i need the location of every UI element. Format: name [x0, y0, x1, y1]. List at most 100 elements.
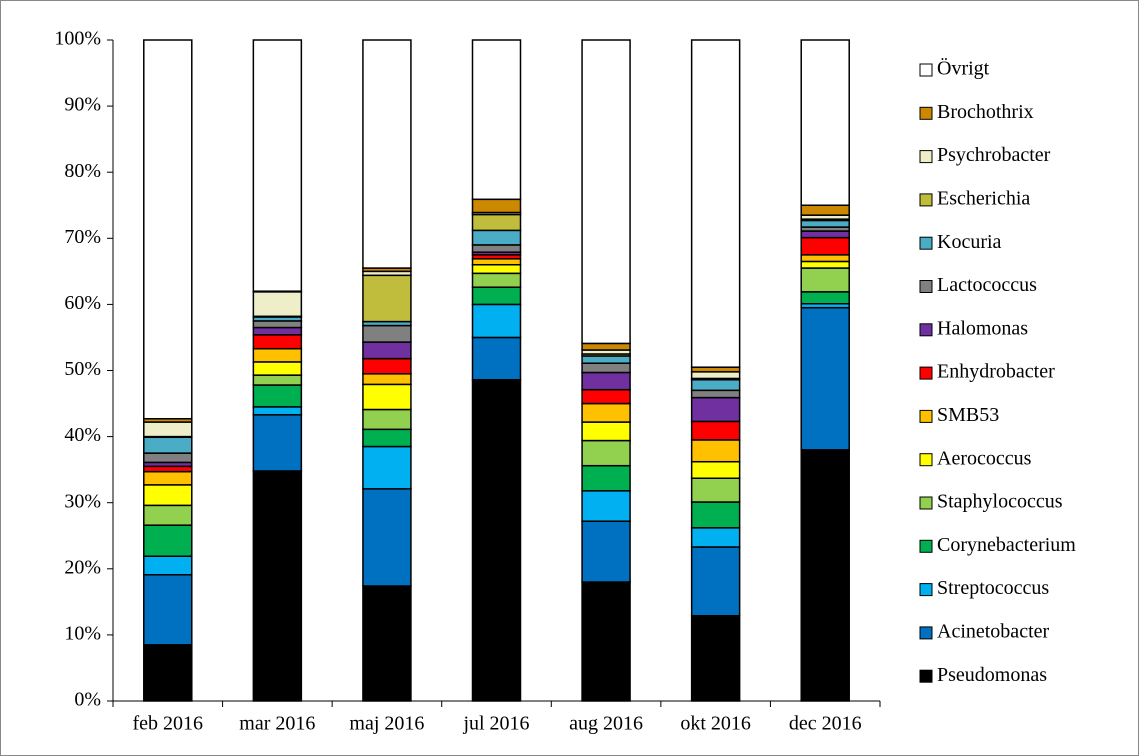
bar-segment [143, 465, 193, 473]
legend-label: Brochothrix [937, 101, 1034, 123]
bar-segment [252, 470, 303, 702]
bar-segment [800, 204, 850, 216]
legend-label: Aerococcus [937, 447, 1032, 469]
bar-segment [800, 236, 850, 256]
bar-segment [581, 355, 631, 364]
legend-swatch [919, 626, 933, 640]
bar-segment [581, 520, 631, 583]
legend-label: Streptococcus [937, 577, 1049, 599]
legend-label: SMB53 [937, 404, 999, 426]
bar-segment [690, 477, 741, 503]
bar-segment [471, 258, 522, 266]
bar-segment [471, 213, 522, 232]
legend-label: Lactococcus [937, 274, 1037, 296]
bar-segment [252, 384, 303, 408]
bar-segment [690, 460, 741, 479]
bar-segment [690, 420, 741, 441]
bar-segment [581, 464, 631, 492]
bar-segment [800, 39, 850, 206]
bar-segment [143, 470, 193, 486]
legend-label: Acinetobacter [937, 620, 1049, 642]
legend-swatch [919, 453, 933, 467]
bar-segment [800, 291, 850, 305]
x-tick-label: okt 2016 [680, 713, 751, 735]
bar-segment [362, 488, 412, 587]
y-tick-label: 10% [64, 622, 101, 644]
x-tick-label: maj 2016 [349, 713, 424, 735]
bar-segment [362, 428, 412, 448]
legend-swatch [919, 106, 933, 120]
legend-swatch [919, 193, 933, 207]
bar-segment [471, 379, 522, 702]
y-tick-label: 100% [54, 28, 101, 50]
bar-segment [581, 490, 631, 522]
legend-swatch [919, 583, 933, 597]
y-tick-label: 20% [64, 556, 101, 578]
y-tick-label: 80% [64, 160, 101, 182]
legend-label: Halomonas [937, 317, 1028, 339]
bar-segment [471, 39, 522, 201]
bar-segment [471, 198, 522, 214]
bar-segment [252, 374, 303, 386]
legend-label: Övrigt [937, 57, 990, 80]
legend-swatch [919, 323, 933, 337]
bar-segment [362, 408, 412, 431]
bar-segment [690, 614, 741, 702]
bar-segment [143, 524, 193, 557]
bar-segment [143, 39, 193, 420]
x-tick-label: jul 2016 [462, 713, 529, 735]
bar-segment [471, 229, 522, 246]
bar-segment [690, 501, 741, 529]
bar-segment [690, 389, 741, 399]
bar-segment [252, 320, 303, 329]
bar-segment [471, 336, 522, 381]
bar-segment [252, 406, 303, 416]
bar-segment [143, 504, 193, 526]
bar-segment [690, 546, 741, 617]
bar-segment [800, 230, 850, 239]
bar-segment [581, 421, 631, 442]
bar-segment [690, 396, 741, 423]
legend-swatch [919, 669, 933, 683]
bar-segment [362, 445, 412, 490]
bar-segment [800, 449, 850, 702]
bar-segment [581, 362, 631, 374]
bar-segment [362, 357, 412, 375]
y-tick-label: 40% [64, 424, 101, 446]
bar-segment [252, 334, 303, 350]
bar-segment [362, 324, 412, 343]
bar-segment [362, 274, 412, 323]
bar-segment [690, 39, 741, 368]
legend-swatch [919, 539, 933, 553]
bar-segment [143, 421, 193, 438]
bar-segment [690, 527, 741, 548]
bar-segment [362, 383, 412, 411]
bar-segment [800, 267, 850, 293]
bar-segment [471, 272, 522, 288]
bar-segment [581, 439, 631, 467]
legend-swatch [919, 409, 933, 423]
legend-label: Corynebacterium [937, 534, 1076, 556]
legend-swatch [919, 496, 933, 510]
legend-swatch [919, 150, 933, 164]
bar-segment [252, 361, 303, 376]
bar-segment [581, 342, 631, 351]
bar-segment [143, 555, 193, 576]
legend-label: Psychrobacter [937, 144, 1051, 166]
legend-label: Enhydrobacter [937, 361, 1055, 383]
bar-segment [800, 254, 850, 263]
bar-segment [143, 644, 193, 702]
bar-segment [581, 388, 631, 405]
legend-label: Staphylococcus [937, 491, 1063, 513]
x-tick-label: mar 2016 [239, 713, 315, 735]
legend-swatch [919, 280, 933, 293]
bar-segment [800, 219, 850, 228]
legend-label: Kocuria [937, 231, 1002, 253]
bar-segment [471, 303, 522, 339]
bar-segment [143, 484, 193, 507]
bar-segment [471, 286, 522, 306]
x-tick-label: aug 2016 [569, 713, 643, 735]
x-tick-label: dec 2016 [789, 713, 862, 735]
